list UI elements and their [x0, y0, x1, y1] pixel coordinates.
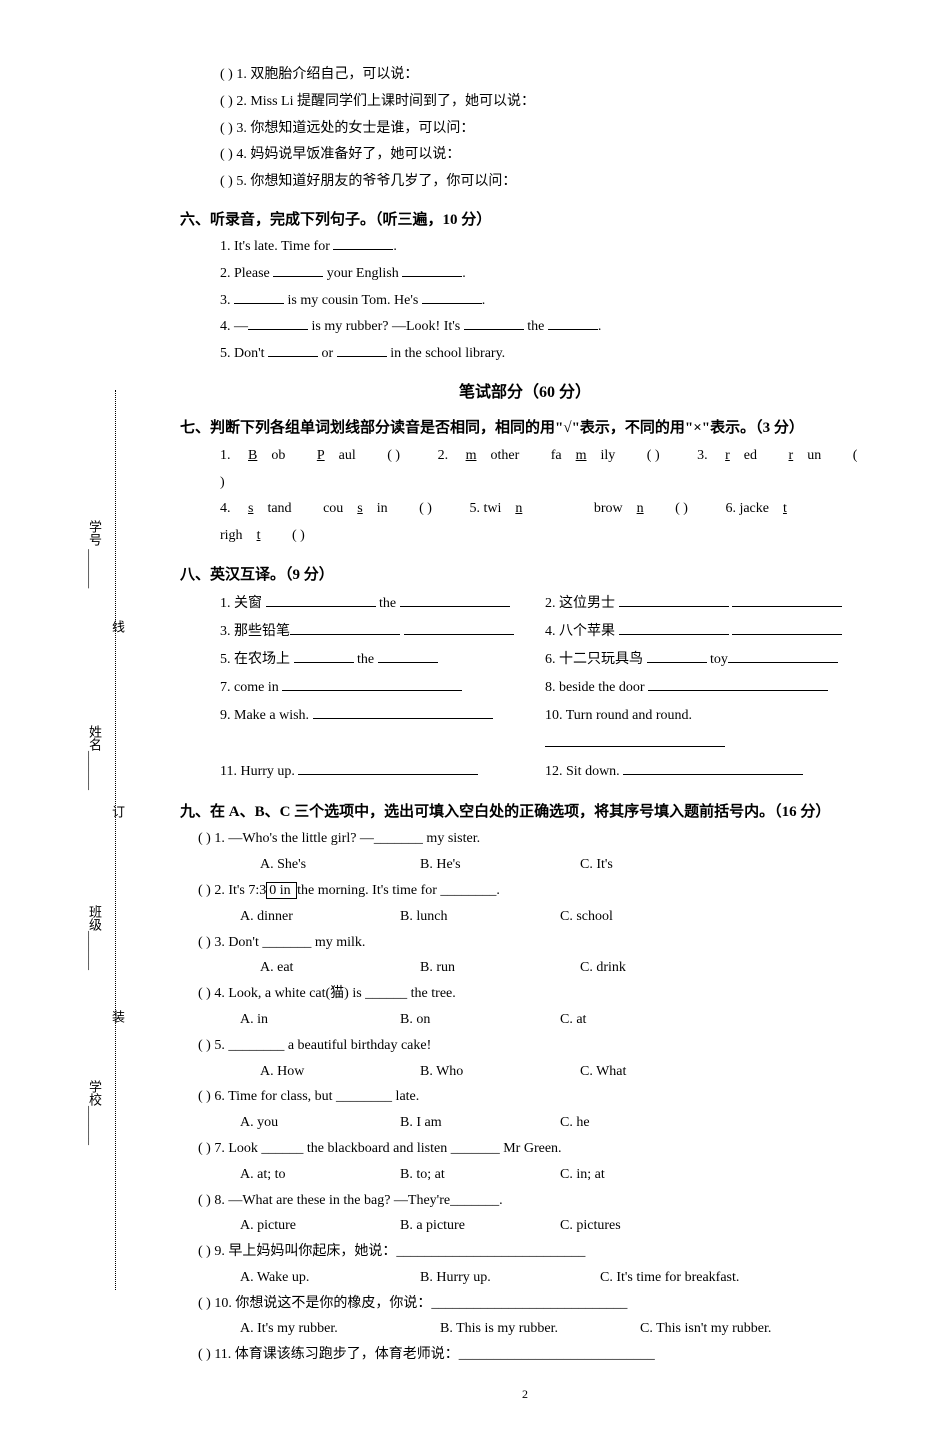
s5-q5: ( ) 5. 你想知道好朋友的爷爷几岁了，你可以问：: [220, 170, 870, 194]
side-label-id: 学号 ______: [85, 520, 104, 588]
written-title: 笔试部分（60 分）: [180, 378, 870, 402]
section8-title: 八、英汉互译。（9 分）: [180, 563, 870, 584]
s9-q1: ( ) 1. —Who's the little girl? —_______ …: [198, 827, 870, 851]
side-label-school: 学校______: [85, 1080, 104, 1145]
s9-q3-opts: A. eatB. runC. drink: [260, 956, 870, 980]
s9-q11: ( ) 11. 体育课该练习跑步了，体育老师说：________________…: [198, 1343, 870, 1367]
s6-q5: 5. Don't or in the school library.: [220, 342, 870, 366]
s8-r2: 3. 那些铅笔 4. 八个苹果: [220, 618, 870, 646]
s9-q3: ( ) 3. Don't _______ my milk.: [198, 931, 870, 955]
s9-q4-opts: A. inB. onC. at: [240, 1008, 870, 1032]
s9-q7: ( ) 7. Look ______ the blackboard and li…: [198, 1137, 870, 1161]
cut-label-zhuang: 装: [108, 1010, 127, 1023]
s9-q2-opts: A. dinnerB. lunchC. school: [240, 905, 870, 929]
binding-dotted-line: [115, 390, 116, 1290]
s9-q10: ( ) 10. 你想说这不是你的橡皮，你说：__________________…: [198, 1292, 870, 1316]
s9-q9-opts: A. Wake up.B. Hurry up.C. It's time for …: [240, 1266, 870, 1290]
section6-title: 六、听录音，完成下列句子。（听三遍，10 分）: [180, 208, 870, 229]
s9-q6: ( ) 6. Time for class, but ________ late…: [198, 1085, 870, 1109]
s5-q3: ( ) 3. 你想知道远处的女士是谁，可以问：: [220, 117, 870, 141]
side-label-class: 班级______: [85, 905, 104, 970]
s9-q7-opts: A. at; toB. to; atC. in; at: [240, 1163, 870, 1187]
s9-q5-opts: A. HowB. WhoC. What: [260, 1060, 870, 1084]
s9-q2: ( ) 2. It's 7:30 in the morning. It's ti…: [198, 879, 870, 903]
s5-q2: ( ) 2. Miss Li 提醒同学们上课时间到了，她可以说：: [220, 90, 870, 114]
s6-q4: 4. — is my rubber? —Look! It's the .: [220, 315, 870, 339]
s9-q6-opts: A. youB. I amC. he: [240, 1111, 870, 1135]
s9-q8: ( ) 8. —What are these in the bag? —They…: [198, 1189, 870, 1213]
s9-q8-opts: A. pictureB. a pictureC. pictures: [240, 1214, 870, 1238]
section7-title: 七、判断下列各组单词划线部分读音是否相同，相同的用"√"表示，不同的用"×"表示…: [180, 416, 870, 437]
cut-label-xian: 线: [108, 620, 127, 633]
s8-r3: 5. 在农场上 the 6. 十二只玩具鸟 toy: [220, 646, 870, 674]
s9-q1-opts: A. She'sB. He'sC. It's: [260, 853, 870, 877]
s9-q4: ( ) 4. Look, a white cat(猫) is ______ th…: [198, 982, 870, 1006]
s8-r6: 11. Hurry up. 12. Sit down.: [220, 758, 870, 786]
s9-q5: ( ) 5. ________ a beautiful birthday cak…: [198, 1034, 870, 1058]
s6-q1: 1. It's late. Time for .: [220, 235, 870, 259]
page-content: ( ) 1. 双胞胎介绍自己，可以说： ( ) 2. Miss Li 提醒同学们…: [0, 0, 950, 1432]
s6-q2: 2. Please your English .: [220, 262, 870, 286]
s9-q9: ( ) 9. 早上妈妈叫你起床，她说：_____________________…: [198, 1240, 870, 1264]
s7-row1: 1. Bob Paul ( ) 2. mother family ( ) 3. …: [220, 443, 870, 496]
page-number: 2: [180, 1387, 870, 1402]
s9-q10-opts: A. It's my rubber.B. This is my rubber.C…: [240, 1317, 870, 1341]
section9-title: 九、在 A、B、C 三个选项中，选出可填入空白处的正确选项，将其序号填入题前括号…: [180, 800, 870, 821]
s5-q4: ( ) 4. 妈妈说早饭准备好了，她可以说：: [220, 143, 870, 167]
cut-label-ding: 订: [108, 805, 127, 818]
s6-q3: 3. is my cousin Tom. He's .: [220, 289, 870, 313]
s5-q1: ( ) 1. 双胞胎介绍自己，可以说：: [220, 63, 870, 87]
s8-r1: 1. 关窗 the 2. 这位男士: [220, 590, 870, 618]
s7-row2: 4. stand cousin ( ) 5. twin brown ( ) 6.…: [220, 496, 870, 549]
side-label-name: 姓名______: [85, 725, 104, 790]
s8-r4: 7. come in 8. beside the door: [220, 674, 870, 702]
s8-r5: 9. Make a wish. 10. Turn round and round…: [220, 702, 870, 758]
